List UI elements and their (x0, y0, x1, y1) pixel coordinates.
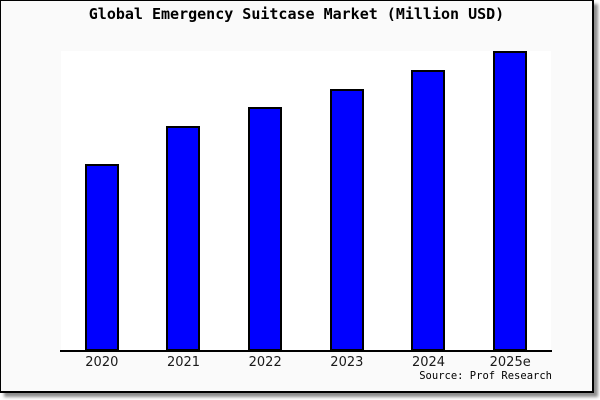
plot-area (61, 51, 551, 351)
bar-2023 (329, 88, 364, 351)
x-axis-label-2025e: 2025e (489, 355, 531, 370)
x-axis-label-2024: 2024 (411, 355, 446, 370)
bar-2020 (84, 163, 119, 351)
x-axis-labels: 2020 2021 2022 2023 2024 2025e (61, 355, 551, 370)
x-axis-label-2020: 2020 (85, 355, 119, 370)
bar-2021 (166, 126, 201, 351)
bar-2025e (493, 51, 528, 351)
x-axis-label-2021: 2021 (166, 355, 201, 370)
x-axis-line (60, 350, 552, 352)
x-axis-label-2023: 2023 (330, 355, 364, 370)
x-axis-label-2022: 2022 (248, 355, 282, 370)
chart-card: Global Emergency Suitcase Market (Millio… (0, 0, 594, 393)
chart-title: Global Emergency Suitcase Market (Millio… (88, 5, 505, 23)
bar-2022 (248, 107, 283, 351)
bar-2024 (411, 69, 446, 351)
source-credit: Source: Prof Research (419, 370, 552, 382)
bars-row (61, 51, 551, 351)
